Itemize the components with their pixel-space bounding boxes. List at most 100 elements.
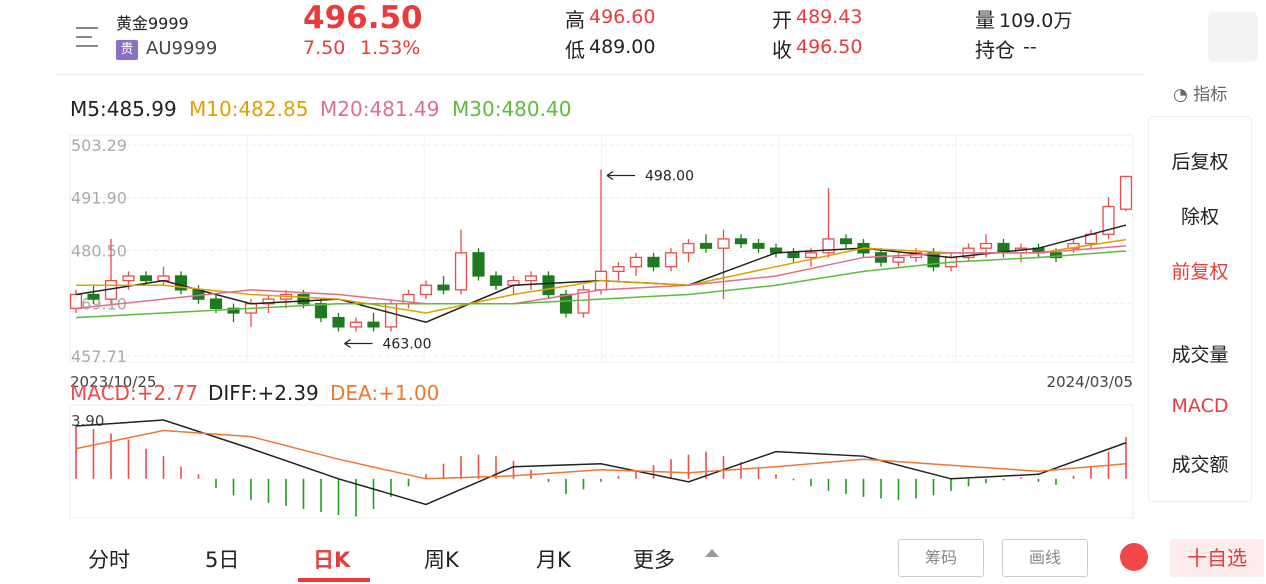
price: 496.50: [303, 0, 423, 36]
candle-body: [629, 256, 643, 268]
ma-line: [75, 250, 1127, 319]
indicator[interactable]: ◔ 指标: [1173, 85, 1228, 105]
candle-body: [577, 289, 590, 314]
indicator-label: 指标: [1193, 85, 1228, 105]
legend-label: M30:480.40: [452, 97, 571, 121]
tab[interactable]: 日K: [313, 548, 351, 572]
stat-value: 496.60: [589, 6, 656, 28]
legend-label: M10:482.85: [189, 97, 308, 121]
candle-body: [787, 252, 800, 259]
chart: 457.71469.10480.50491.90503.292023/10/25…: [56, 74, 1145, 519]
annotation-label: 463.00: [383, 337, 432, 353]
candle-body: [209, 298, 223, 310]
change: 7.50: [303, 37, 346, 59]
stat-label: 开: [772, 8, 792, 32]
candle-body: [122, 275, 135, 282]
tab[interactable]: 更多: [633, 548, 675, 572]
annotation-label: 498.00: [645, 168, 694, 184]
x-tick-label: 2024/03/05: [1047, 373, 1133, 391]
candle-body: [367, 321, 380, 328]
candle-body: [699, 242, 713, 249]
candle-body: [419, 284, 433, 296]
ma-line: [75, 245, 1127, 310]
candle-body: [682, 242, 695, 254]
candle-body: [559, 293, 573, 314]
stat-label: 持仓: [975, 38, 1015, 62]
badge: 贵: [116, 40, 138, 60]
candle-body: [612, 266, 625, 272]
candle-body: [174, 275, 188, 291]
y-tick-label: 491.90: [71, 189, 127, 208]
candle-body: [734, 238, 748, 245]
side-panel: 后复权除权前复权成交量 MACD 成交额: [1148, 116, 1252, 502]
y-tick-label: 457.71: [71, 347, 127, 366]
name: 黄金9999: [116, 14, 189, 33]
candle-body: [472, 252, 485, 277]
candle-body: [69, 293, 83, 310]
tab[interactable]: 月K: [536, 548, 571, 572]
candle-body: [297, 293, 310, 305]
stat-label: 高: [565, 8, 585, 32]
candle-body: [647, 256, 660, 268]
stat-label: 低: [565, 38, 585, 62]
candle-body: [1119, 175, 1133, 210]
candle-body: [437, 284, 450, 291]
percent: 1.53%: [360, 37, 421, 59]
candle-body: [542, 275, 555, 296]
legend-label: MACD:+2.77: [70, 381, 198, 405]
device-button[interactable]: [1208, 12, 1258, 62]
y-tick-label: 480.50: [71, 242, 127, 261]
candle-body: [332, 316, 345, 328]
legend-label: M5:485.99: [70, 97, 177, 121]
tab-underline: [298, 578, 370, 582]
side-item[interactable]: 成交额: [1171, 454, 1229, 476]
stat-label: 量: [975, 8, 995, 32]
candle-body: [927, 252, 940, 268]
candle-body: [1102, 205, 1115, 235]
legend-label: DEA:+1.00: [330, 381, 439, 405]
candle-body: [262, 298, 275, 305]
plot-frame: [69, 404, 1134, 519]
candle-body: [349, 321, 363, 328]
annotation-arrow: [344, 338, 373, 349]
tab[interactable]: 分时: [88, 548, 130, 572]
candle-body: [979, 242, 993, 249]
stat-value: 109.0万: [999, 10, 1073, 32]
code: AU9999: [146, 38, 218, 59]
record-button[interactable]: [1120, 543, 1148, 571]
button[interactable]: 画线: [1002, 539, 1088, 577]
header-divider: [56, 74, 1145, 75]
legend-label: M20:481.49: [320, 97, 439, 121]
button[interactable]: 十自选: [1170, 539, 1264, 577]
candle-body: [139, 275, 153, 282]
candle-body: [822, 238, 835, 254]
side-item[interactable]: 成交量: [1171, 344, 1229, 366]
candle-body: [87, 293, 100, 300]
legend-label: DIFF:+2.39: [208, 381, 319, 405]
side-item[interactable]: MACD: [1171, 395, 1229, 417]
candle-body: [524, 275, 538, 282]
candle-body: [454, 252, 468, 291]
candle-body: [839, 238, 853, 245]
annotation-arrow: [606, 170, 635, 181]
stat-value: 496.50: [796, 36, 863, 58]
menu-icon[interactable]: [76, 26, 102, 48]
tab[interactable]: 周K: [424, 548, 459, 572]
macd-line: [75, 419, 1127, 506]
candle-body: [892, 256, 905, 263]
stat-value: 489.43: [796, 6, 863, 28]
x-tick-label: 2023/10/25: [70, 373, 156, 391]
y-tick-label: 503.29: [71, 136, 127, 155]
candle-body: [227, 307, 240, 314]
side-item[interactable]: 除权: [1180, 206, 1219, 228]
button[interactable]: 筹码: [898, 539, 984, 577]
stat-value: --: [1023, 36, 1037, 58]
stat-value: 489.00: [589, 36, 656, 58]
side-item[interactable]: 前复权: [1171, 261, 1229, 283]
candle-body: [804, 252, 818, 259]
tab[interactable]: 5日: [205, 548, 240, 572]
side-item[interactable]: 后复权: [1171, 151, 1229, 173]
macd-line: [75, 429, 1127, 480]
candle-body: [752, 242, 765, 249]
